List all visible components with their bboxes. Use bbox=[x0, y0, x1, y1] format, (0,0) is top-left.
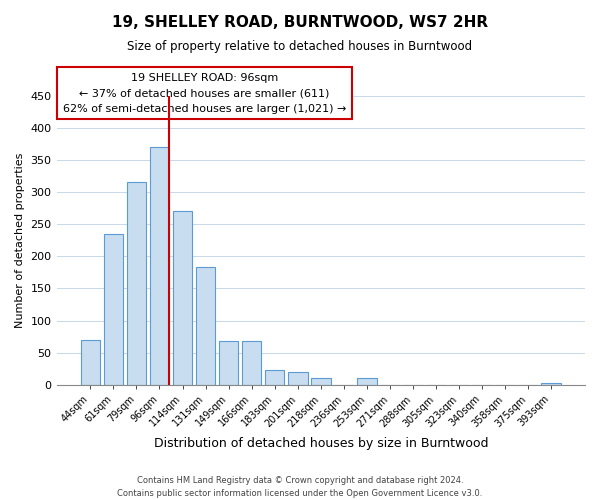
Bar bbox=[357, 378, 377, 384]
Bar bbox=[149, 147, 169, 384]
Bar bbox=[242, 341, 262, 384]
Bar bbox=[265, 370, 284, 384]
Text: 19, SHELLEY ROAD, BURNTWOOD, WS7 2HR: 19, SHELLEY ROAD, BURNTWOOD, WS7 2HR bbox=[112, 15, 488, 30]
Y-axis label: Number of detached properties: Number of detached properties bbox=[15, 152, 25, 328]
X-axis label: Distribution of detached houses by size in Burntwood: Distribution of detached houses by size … bbox=[154, 437, 488, 450]
Bar bbox=[219, 341, 238, 384]
Text: 19 SHELLEY ROAD: 96sqm
← 37% of detached houses are smaller (611)
62% of semi-de: 19 SHELLEY ROAD: 96sqm ← 37% of detached… bbox=[63, 72, 346, 114]
Text: Contains HM Land Registry data © Crown copyright and database right 2024.
Contai: Contains HM Land Registry data © Crown c… bbox=[118, 476, 482, 498]
Bar bbox=[288, 372, 308, 384]
Bar bbox=[311, 378, 331, 384]
Bar bbox=[104, 234, 123, 384]
Bar bbox=[196, 267, 215, 384]
Bar bbox=[173, 212, 193, 384]
Bar bbox=[80, 340, 100, 384]
Bar bbox=[127, 182, 146, 384]
Text: Size of property relative to detached houses in Burntwood: Size of property relative to detached ho… bbox=[127, 40, 473, 53]
